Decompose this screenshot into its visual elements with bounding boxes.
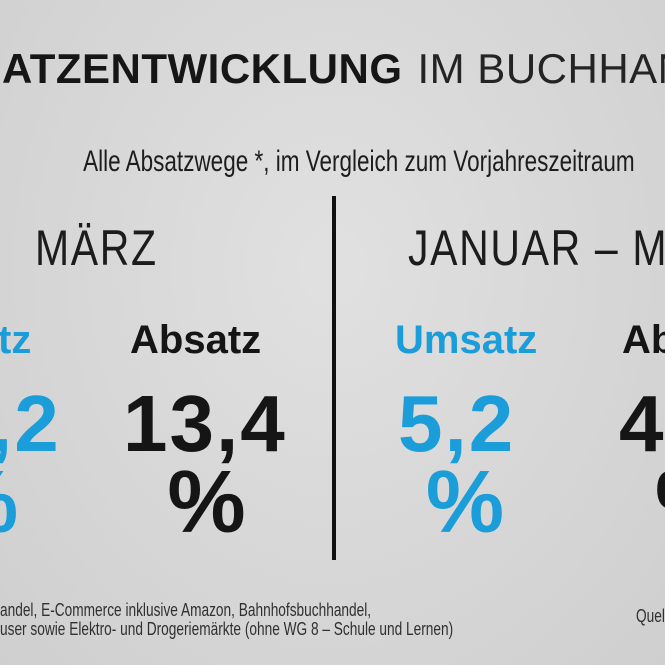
- right-absatz-value: 4: [619, 379, 665, 468]
- left-umsatz-label: tz: [0, 318, 32, 362]
- section-title-januar-maerz: JANUAR – MÄ: [408, 220, 665, 276]
- right-absatz-label: Ab: [622, 318, 665, 362]
- section-divider: [332, 196, 336, 560]
- left-absatz-value: 13,4: [123, 379, 287, 468]
- title-light-segment: IM BUCHHAN: [417, 45, 665, 92]
- footnote-line-2: user sowie Elektro- und Drogeriemärkte (…: [0, 619, 454, 639]
- title-bold-segment: ATZENTWICKLUNG: [2, 45, 403, 92]
- footnote-line-1: andel, E-Commerce inklusive Amazon, Bahn…: [0, 600, 372, 620]
- right-umsatz-value: 5,2: [398, 379, 516, 468]
- left-umsatz-value: ,2: [0, 379, 61, 468]
- source-label: Quel: [636, 606, 665, 626]
- right-absatz-percent-sign: %: [655, 458, 665, 546]
- left-absatz-percent-sign: %: [167, 452, 246, 551]
- right-umsatz-percent-sign: %: [425, 452, 505, 551]
- page-title: ATZENTWICKLUNG IM BUCHHAN: [2, 48, 665, 90]
- section-title-maerz: MÄRZ: [35, 220, 158, 276]
- right-umsatz-label: Umsatz: [395, 318, 538, 362]
- subtitle: Alle Absatzwege *, im Vergleich zum Vorj…: [83, 145, 635, 178]
- left-absatz-label: Absatz: [130, 318, 262, 362]
- left-umsatz-percent-sign: %: [0, 458, 18, 546]
